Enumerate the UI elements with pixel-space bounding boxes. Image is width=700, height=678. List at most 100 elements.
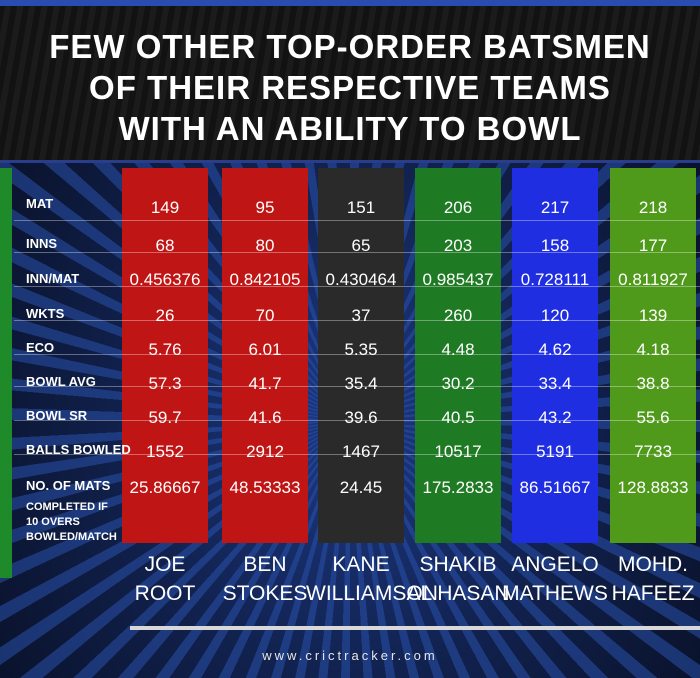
stat-cell: 0.430464: [325, 270, 397, 289]
stat-cell: 1467: [342, 442, 380, 461]
player-last-name: ROOT: [134, 582, 196, 605]
stat-cell: 203: [443, 236, 473, 255]
player-first-name: BEN: [243, 553, 287, 576]
row-label-eco: ECO: [26, 340, 55, 355]
stat-cell: 57.3: [148, 374, 182, 393]
stat-cell: 86.51667: [519, 478, 591, 497]
stat-cell: 30.2: [441, 374, 475, 393]
stat-cell: 0.842105: [229, 270, 301, 289]
stat-cell: 48.53333: [229, 478, 301, 497]
stat-cell: 24.45: [339, 478, 383, 497]
row-label-bowl-sr: BOWL SR: [26, 408, 88, 423]
stat-cell: 43.2: [538, 408, 572, 427]
player-last-name: HAFEEZ: [611, 582, 695, 605]
stat-cell: 5.76: [148, 340, 182, 359]
title-banner: FEW OTHER TOP-ORDER BATSMEN OF THEIR RES…: [0, 0, 700, 163]
stat-cell: 4.48: [441, 340, 475, 359]
player-first-name: ANGELO: [511, 553, 599, 576]
stat-cell: 55.6: [636, 408, 670, 427]
column-ben-stokes: [222, 168, 308, 543]
row-label-wkts: WKTS: [26, 306, 65, 321]
stat-cell: 260: [443, 306, 473, 325]
stat-cell: 149: [150, 198, 180, 217]
player-name-kane-williamson: KANE WILLIAMSON: [306, 550, 438, 608]
player-name-ben-stokes: BEN STOKES: [210, 550, 320, 608]
stat-cell: 40.5: [441, 408, 475, 427]
stat-cell: 151: [346, 198, 376, 217]
title-line-1: FEW OTHER TOP-ORDER BATSMEN: [49, 28, 651, 65]
stat-cell: 33.4: [538, 374, 572, 393]
stat-cell: 158: [540, 236, 570, 255]
player-first-name: SHAKIB: [419, 553, 497, 576]
stat-cell: 41.6: [248, 408, 282, 427]
player-name-joe-root: JOE ROOT: [110, 550, 220, 608]
row-label-bowl-avg: BOWL AVG: [26, 374, 96, 389]
column-fill: [222, 168, 308, 543]
row-label-no-of-mats: NO. OF MATS: [26, 478, 111, 493]
note-line-1: COMPLETED IF: [26, 501, 108, 513]
stat-cell: 7733: [634, 442, 672, 461]
stat-cell: 39.6: [344, 408, 378, 427]
column-fill: [318, 168, 404, 543]
player-last-name: WILLIAMSON: [306, 582, 438, 605]
row-label-inns: INNS: [26, 236, 58, 251]
note-line-2: 10 OVERS: [26, 516, 80, 528]
row-label-inn-mat: INN/MAT: [26, 271, 80, 286]
bottom-rule: [130, 626, 700, 630]
stat-cell: 0.985437: [422, 270, 494, 289]
stat-cell: 0.811927: [618, 270, 688, 289]
row-label-completed-note: COMPLETED IF 10 OVERS BOWLED/MATCH: [26, 500, 136, 545]
stat-cell: 139: [638, 306, 668, 325]
stat-cell: 37: [351, 306, 371, 325]
row-label-balls-bowled: BALLS BOWLED: [26, 442, 131, 457]
player-first-name: JOE: [144, 553, 186, 576]
stat-cell: 218: [638, 198, 668, 217]
column-joe-root: [122, 168, 208, 543]
stat-cell: 41.7: [248, 374, 282, 393]
column-fill: [122, 168, 208, 543]
stat-cell: 10517: [434, 442, 482, 461]
player-name-mohd-hafeez: MOHD. HAFEEZ: [598, 550, 700, 608]
title-line-3: WITH AN ABILITY TO BOWL: [118, 110, 582, 147]
stat-cell: 217: [540, 198, 570, 217]
stat-cell: 5191: [536, 442, 574, 461]
stat-cell: 206: [443, 198, 473, 217]
stat-cell: 0.728111: [520, 270, 590, 289]
column-angelo-mathews: [512, 168, 598, 543]
stat-cell: 177: [638, 236, 668, 255]
page-title: FEW OTHER TOP-ORDER BATSMEN OF THEIR RES…: [0, 26, 700, 149]
stat-cell: 95: [255, 198, 275, 217]
stat-cell: 80: [255, 236, 275, 255]
stat-cell: 6.01: [248, 340, 282, 359]
stat-cell: 65: [351, 236, 371, 255]
stat-cell: 128.8833: [617, 478, 689, 497]
stat-cell: 38.8: [636, 374, 670, 393]
left-accent-bar: [0, 168, 12, 578]
player-name-angelo-mathews: ANGELO MATHEWS: [500, 550, 610, 608]
player-last-name: STOKES: [222, 582, 308, 605]
player-first-name: KANE: [332, 553, 390, 576]
column-fill: [512, 168, 598, 543]
stat-cell: 70: [255, 306, 275, 325]
stat-cell: 0.456376: [129, 270, 201, 289]
title-line-2: OF THEIR RESPECTIVE TEAMS: [89, 69, 611, 106]
column-mohd-hafeez: [610, 168, 696, 543]
stat-cell: 4.62: [538, 340, 572, 359]
column-fill: [415, 168, 501, 543]
footer-url: www.crictracker.com: [262, 648, 438, 663]
stat-cell: 1552: [146, 442, 184, 461]
row-label-mat: MAT: [26, 196, 54, 211]
player-last-name: MATHEWS: [502, 582, 608, 605]
stat-cell: 2912: [246, 442, 284, 461]
stat-cell: 35.4: [344, 374, 378, 393]
stat-cell: 26: [155, 306, 175, 325]
stat-cell: 120: [540, 306, 570, 325]
player-name-shakib-al-hasan: SHAKIB AL HASAN: [403, 550, 513, 608]
player-first-name: MOHD.: [618, 553, 688, 576]
column-fill: [610, 168, 696, 543]
stat-cell: 59.7: [148, 408, 182, 427]
note-line-3: BOWLED/MATCH: [26, 531, 117, 543]
column-kane-williamson: [318, 168, 404, 543]
stat-cell: 25.86667: [129, 478, 201, 497]
stat-cell: 175.2833: [422, 478, 494, 497]
